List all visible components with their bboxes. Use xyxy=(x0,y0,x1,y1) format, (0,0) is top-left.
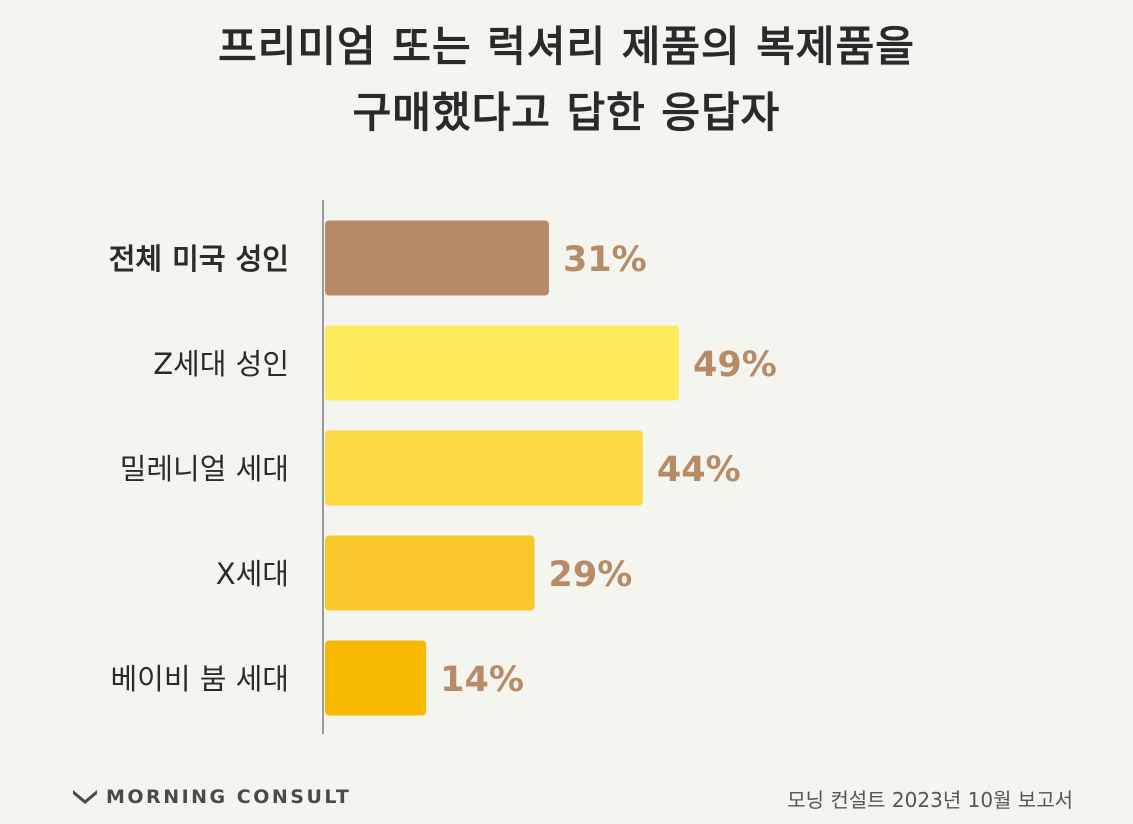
value-label: 31% xyxy=(563,240,647,280)
category-label: 밀레니얼 세대 xyxy=(120,452,289,486)
chart-title-line-2: 구매했다고 답한 응답자 xyxy=(352,88,781,137)
bar xyxy=(325,430,643,506)
source-note: 모닝 컨설트 2023년 10월 보고서 xyxy=(787,788,1073,812)
category-label: Z세대 성인 xyxy=(153,347,289,381)
morning-consult-logo-icon xyxy=(73,790,97,804)
value-label: 14% xyxy=(440,660,524,700)
value-label: 29% xyxy=(549,555,633,595)
brand-logo: MORNING CONSULT xyxy=(72,786,351,808)
chart-title-line-1: 프리미엄 또는 럭셔리 제품의 복제품을 xyxy=(218,22,915,71)
brand-name: MORNING CONSULT xyxy=(106,786,352,808)
bar xyxy=(325,325,679,401)
bar xyxy=(325,220,549,296)
bar xyxy=(325,535,535,611)
category-label: X세대 xyxy=(216,557,289,591)
value-label: 49% xyxy=(693,345,777,385)
category-label: 베이비 붐 세대 xyxy=(110,662,289,696)
bar xyxy=(325,640,427,716)
chart-title: 프리미엄 또는 럭셔리 제품의 복제품을 구매했다고 답한 응답자 xyxy=(0,14,1133,146)
category-label: 전체 미국 성인 xyxy=(109,242,289,276)
value-label: 44% xyxy=(657,450,741,490)
